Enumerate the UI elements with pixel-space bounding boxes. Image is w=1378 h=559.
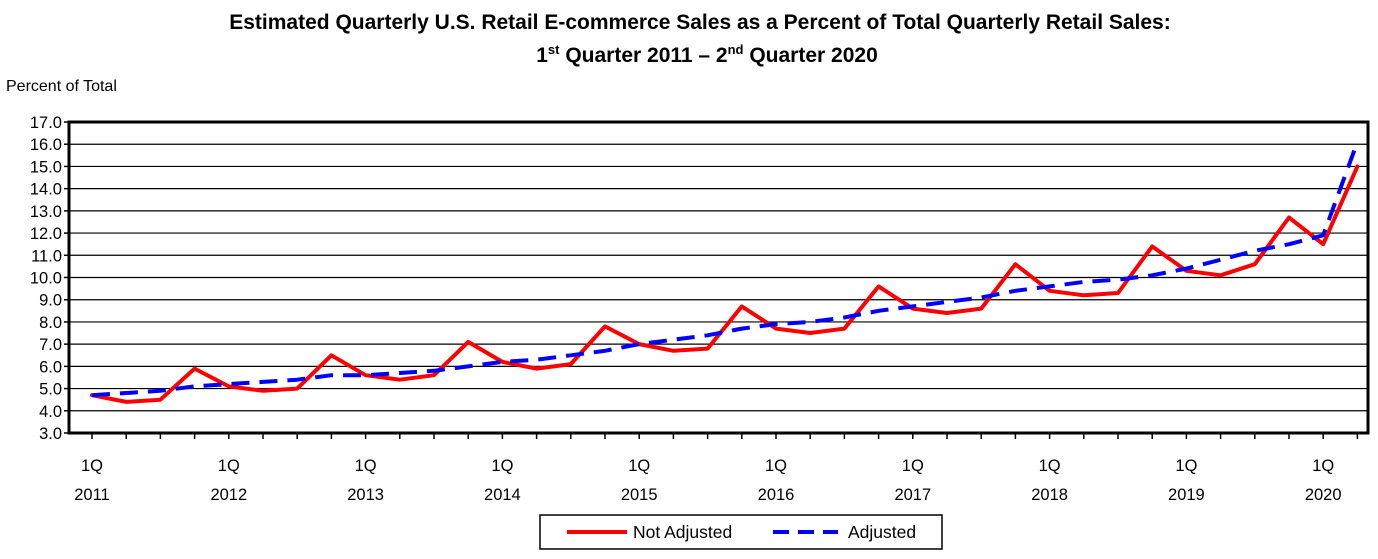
y-tick-label: 8.0: [39, 314, 62, 332]
chart-subtitle: 1st Quarter 2011 – 2nd Quarter 2020: [536, 42, 878, 67]
x-tick-label-quarter: 1Q: [1312, 457, 1334, 475]
y-tick-label: 7.0: [39, 336, 62, 354]
x-tick-label-quarter: 1Q: [355, 457, 377, 475]
x-tick-label-year: 2020: [1305, 486, 1342, 504]
y-axis: 3.0 4.0 5.0 6.0 7.0 8.0 9.0 10.0 11.0 12.0 13.0 14.…: [30, 114, 69, 443]
x-tick-label-year: 2019: [1168, 486, 1205, 504]
legend: Not Adjusted Adjusted: [539, 514, 943, 550]
x-tick-label-quarter: 1Q: [1039, 457, 1061, 475]
x-axis: 1Q 2011 1Q 2012 1Q 2013 1Q 2014 1Q 2015 1Q 2016 1Q 20…: [74, 433, 1359, 504]
x-tick-label-quarter: 1Q: [765, 457, 787, 475]
x-tick-label-year: 2016: [758, 486, 795, 504]
x-tick-label-quarter: 1Q: [218, 457, 240, 475]
y-tick-label: 4.0: [39, 403, 62, 421]
y-tick-label: 12.0: [30, 225, 62, 243]
x-tick-label-quarter: 1Q: [628, 457, 650, 475]
x-tick-label-year: 2014: [484, 486, 521, 504]
y-tick-label: 17.0: [30, 114, 62, 132]
x-tick-label-year: 2013: [347, 486, 384, 504]
y-tick-label: 15.0: [30, 158, 62, 176]
x-tick-label-quarter: 1Q: [81, 457, 103, 475]
series-line-adjusted: [91, 141, 1360, 398]
x-tick-label-year: 2018: [1031, 486, 1068, 504]
y-tick-label: 5.0: [39, 381, 62, 399]
x-tick-label-year: 2011: [74, 486, 109, 504]
x-tick-label-quarter: 1Q: [1175, 457, 1197, 475]
x-tick-label-quarter: 1Q: [902, 457, 924, 475]
x-tick-label-year: 2017: [894, 486, 931, 504]
y-tick-label: 10.0: [30, 270, 62, 288]
y-tick-label: 16.0: [30, 136, 62, 154]
series-line-not-adjusted: [90, 164, 1360, 404]
plot-frame: [67, 120, 1370, 435]
x-tick-label-quarter: 1Q: [491, 457, 513, 475]
chart-title: Estimated Quarterly U.S. Retail E-commer…: [229, 11, 1170, 34]
legend-label-adjusted: Adjusted: [848, 522, 916, 542]
y-tick-label: 3.0: [39, 425, 62, 443]
y-tick-label: 11.0: [31, 247, 62, 265]
y-tick-label: 6.0: [39, 358, 62, 376]
y-tick-label: 13.0: [30, 203, 62, 221]
x-tick-label-year: 2012: [210, 486, 247, 504]
gridlines: [69, 143, 1368, 412]
y-tick-label: 14.0: [30, 181, 62, 199]
legend-label-not-adjusted: Not Adjusted: [633, 522, 732, 542]
y-axis-label: Percent of Total: [6, 78, 117, 95]
series-lines: [90, 141, 1360, 404]
y-tick-label: 9.0: [39, 292, 62, 310]
x-tick-label-year: 2015: [621, 486, 658, 504]
